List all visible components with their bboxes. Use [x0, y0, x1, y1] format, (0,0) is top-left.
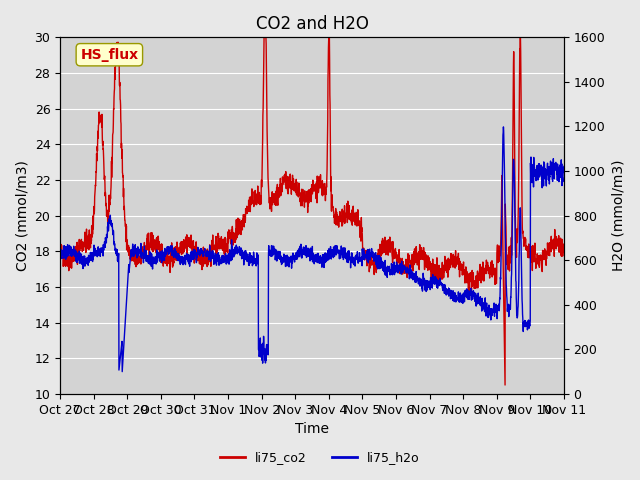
Y-axis label: CO2 (mmol/m3): CO2 (mmol/m3) [15, 160, 29, 271]
Text: HS_flux: HS_flux [80, 48, 138, 62]
Title: CO2 and H2O: CO2 and H2O [255, 15, 369, 33]
Legend: li75_co2, li75_h2o: li75_co2, li75_h2o [215, 446, 425, 469]
X-axis label: Time: Time [295, 422, 329, 436]
Y-axis label: H2O (mmol/m3): H2O (mmol/m3) [611, 160, 625, 271]
